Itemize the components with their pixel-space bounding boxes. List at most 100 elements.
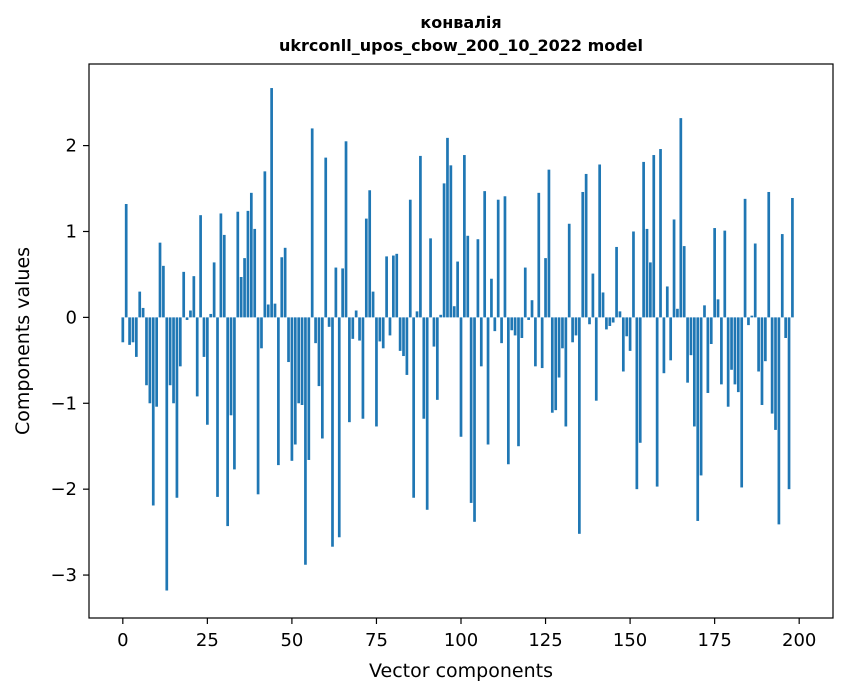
bar [554,317,558,411]
bar [679,118,683,318]
bar [605,317,608,330]
bar [517,317,520,447]
bar [172,317,175,404]
bar [408,199,412,318]
bar [290,317,294,461]
bar [324,157,328,318]
bar [591,273,595,318]
bars-group [121,88,794,591]
bar [422,317,426,419]
bar [178,317,182,367]
bar [635,317,639,490]
bar [473,317,476,522]
bar [530,300,534,318]
bar [358,317,361,341]
bar [750,315,754,318]
x-tick-label: 200 [782,630,816,651]
bar [503,196,507,318]
bar [185,317,189,320]
bar [584,173,588,318]
bar [435,317,439,400]
bar [429,238,432,318]
bar [716,299,720,318]
bar [402,317,405,357]
bar [534,317,537,367]
bar [148,317,152,404]
bar [706,317,710,393]
bar [649,262,652,318]
bar [496,199,500,318]
bar [300,317,304,405]
bar [351,317,355,339]
bar [439,314,443,318]
bar [249,192,253,318]
bar [726,317,730,407]
bar [236,211,240,318]
bar [757,317,760,372]
bar [442,183,446,318]
bar [625,317,629,337]
bar [412,317,416,498]
bar [493,317,497,332]
bar [371,291,375,318]
bar [388,317,392,336]
bar [747,317,750,326]
bar [216,317,219,497]
bar [500,317,503,344]
y-tick-label: 0 [66,307,77,328]
bar [611,317,615,323]
bar [151,317,155,506]
bar [425,317,429,510]
y-tick-label: 2 [66,136,77,157]
bar [777,317,781,525]
bar [672,219,676,318]
bar [134,317,138,357]
bar [645,228,649,318]
x-tick-label: 0 [117,630,128,651]
bar [740,317,744,488]
bar [229,317,233,416]
x-tick-label: 100 [444,630,478,651]
bar [175,317,179,498]
bar [608,317,612,326]
bar [506,317,510,465]
bar [642,161,645,318]
bar [574,317,578,336]
bar [632,231,635,318]
bar [337,317,341,538]
bar [449,165,453,318]
x-tick-label: 150 [613,630,647,651]
bar [520,317,524,338]
bar [202,317,206,357]
y-tick-label: 1 [66,221,77,242]
bar [699,317,703,476]
bar [297,317,301,404]
bar [260,317,263,349]
bar [486,317,490,445]
bar [713,228,716,318]
bar [212,262,216,318]
bar [459,317,463,437]
bar [652,155,656,318]
bar [128,317,131,345]
bar [209,313,213,318]
bar [594,317,598,401]
bar [307,317,311,460]
bar [270,88,273,318]
bar [780,234,784,318]
bar [601,292,605,318]
bar [764,317,767,362]
bar [145,317,148,386]
bar [405,317,409,375]
bar [456,261,459,318]
bar [578,317,581,534]
bar [476,239,480,318]
x-tick-label: 75 [365,630,388,651]
bar [199,215,202,318]
bar [195,317,199,397]
bar [381,317,385,349]
bar [540,317,544,369]
bar [243,258,246,318]
bar [669,317,673,361]
bar [189,310,192,318]
